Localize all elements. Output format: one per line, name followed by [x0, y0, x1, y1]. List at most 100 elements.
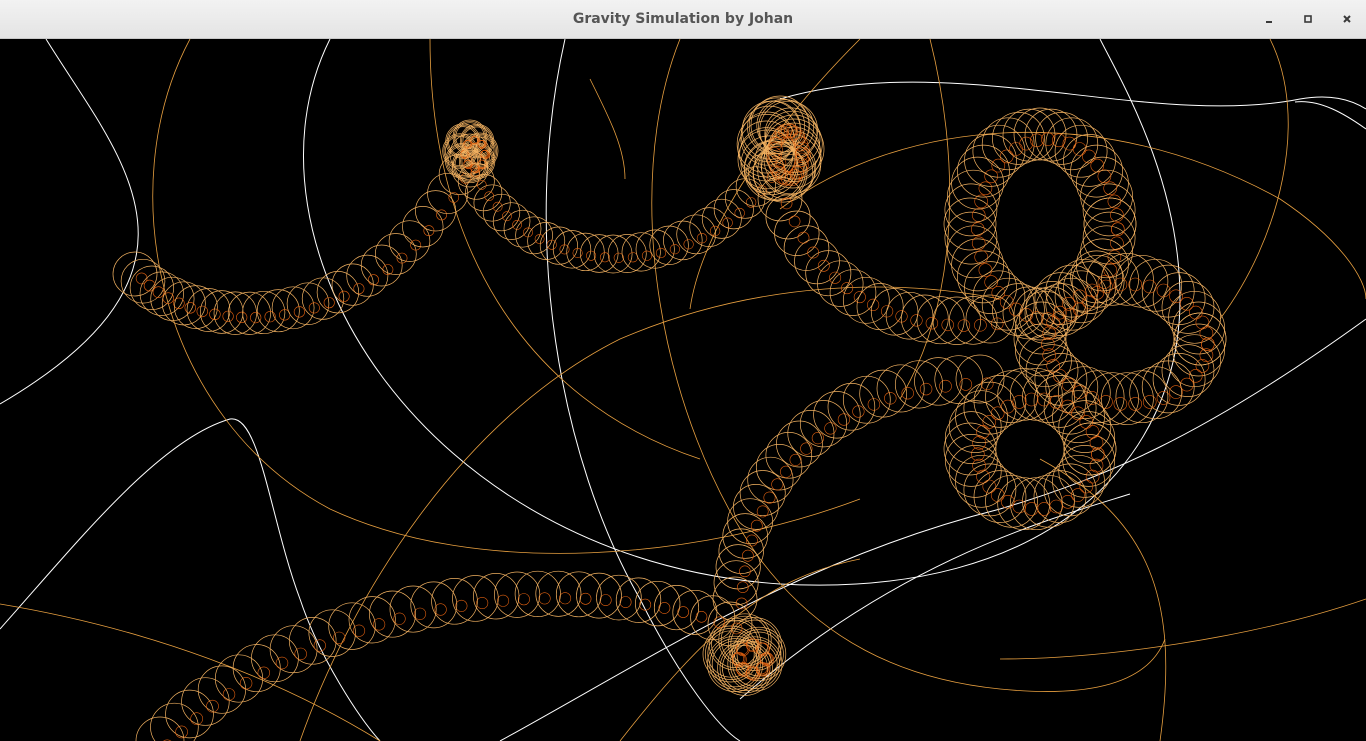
trail-core-loop	[586, 250, 597, 261]
trail-loop	[1052, 454, 1105, 508]
trail-core-loop	[1079, 479, 1094, 494]
trail-core-loop	[978, 181, 993, 196]
trail-loop	[876, 364, 925, 413]
trail-loop	[943, 197, 997, 251]
trail-core-loop	[613, 252, 624, 263]
orbit-path-white	[499, 318, 1366, 741]
trail-core-loop	[972, 435, 986, 450]
trail-loop	[827, 383, 876, 431]
trail-core-loop	[1156, 283, 1171, 298]
title-bar[interactable]: Gravity Simulation by Johan	[0, 0, 1366, 39]
orbit-path-white	[1294, 101, 1366, 130]
trail-loop	[737, 120, 795, 178]
orbit-path-orange	[299, 286, 1001, 741]
trail-loop	[859, 369, 908, 418]
orbit-path-orange	[429, 39, 701, 460]
trail-loop	[1009, 367, 1063, 421]
trail-core-loop	[1201, 337, 1215, 352]
trail-core-loop	[455, 599, 468, 612]
orbit-paths	[0, 39, 1366, 741]
trail-loop	[389, 585, 437, 633]
trail-core-loop	[984, 169, 999, 184]
orbit-path-orange	[619, 558, 861, 741]
close-button[interactable]	[1327, 0, 1366, 38]
trail-loop	[690, 595, 736, 641]
trail-core-loop	[1199, 348, 1214, 363]
trail-core-loop	[925, 317, 939, 330]
trail-core-loop	[1089, 458, 1104, 473]
simulation-canvas[interactable]	[0, 39, 1366, 741]
trail-core-loop	[1042, 348, 1056, 363]
trail-loop	[1035, 112, 1088, 165]
trail-core-loop	[517, 593, 530, 606]
trail-core-loop	[1110, 208, 1124, 222]
trail-core-loop	[734, 207, 745, 219]
trail-core-loop	[730, 622, 743, 635]
trail-loop	[576, 572, 622, 619]
trail-loop	[764, 114, 823, 173]
trail-core-loop	[939, 379, 952, 393]
trail-loop	[1045, 264, 1099, 318]
trail-core-loop	[736, 581, 749, 594]
trail-core-loop	[677, 606, 690, 618]
maximize-button[interactable]	[1288, 0, 1327, 38]
trail-core-loop	[745, 197, 757, 208]
trail-loop	[747, 456, 794, 503]
orbit-path-white	[739, 493, 1131, 700]
trail-core-loop	[867, 398, 881, 411]
trail-core-loop	[817, 259, 830, 272]
trail-core-loop	[559, 592, 572, 605]
orbit-path-white	[779, 81, 1366, 110]
trail-core-loop	[470, 167, 481, 178]
trail-loop	[308, 609, 356, 657]
trail-core-loop	[196, 305, 209, 318]
trail-core-loop	[1113, 277, 1128, 292]
trail-loop	[957, 144, 1010, 198]
trail-loop	[731, 626, 787, 682]
trail-loop	[722, 513, 768, 559]
trail-loop	[1101, 372, 1154, 426]
trail-loop	[197, 665, 246, 714]
trail-core-loop	[257, 666, 270, 679]
trail-loop	[552, 230, 592, 269]
orbit-path-orange	[651, 39, 1166, 692]
trail-core-loop	[788, 215, 801, 228]
trail-loop	[174, 285, 218, 329]
trail-loop	[916, 296, 965, 345]
trail-loop	[1141, 360, 1195, 414]
trail-loop	[943, 422, 997, 476]
close-icon	[1342, 15, 1351, 23]
orbit-path-orange	[779, 131, 1366, 300]
trail-loop	[607, 234, 647, 273]
trail-loop	[992, 112, 1045, 165]
trail-loop	[1080, 169, 1133, 223]
trail-core-loop	[794, 147, 809, 161]
trail-core-loop	[1012, 395, 1027, 409]
trail-core-loop	[970, 222, 985, 236]
trail-loop	[1086, 372, 1139, 426]
trail-core-loop	[353, 283, 365, 295]
orbit-path-white	[303, 39, 1181, 586]
trail-loop	[1024, 286, 1078, 340]
trail-loop	[1101, 252, 1154, 306]
trail-loop	[1025, 281, 1079, 334]
trail-loop	[1024, 108, 1078, 162]
trail-loop	[932, 296, 981, 345]
minimize-button[interactable]	[1249, 0, 1288, 38]
trail-loop	[515, 216, 553, 255]
trail-core-loop	[792, 162, 808, 178]
trail-core-loop	[976, 469, 990, 484]
trail-core-loop	[436, 209, 447, 221]
trail-core-loop	[972, 458, 986, 473]
trail-core-loop	[959, 378, 973, 391]
trail-loop	[593, 234, 633, 274]
trail-core-loop	[410, 239, 422, 251]
trail-loop	[756, 98, 810, 153]
trail-loop	[944, 434, 998, 487]
trail-loop	[1033, 470, 1087, 523]
orbit-path-orange	[899, 39, 951, 400]
trail-core-loop	[763, 491, 776, 504]
trail-core-loop	[919, 382, 933, 396]
trail-loop	[764, 107, 818, 161]
